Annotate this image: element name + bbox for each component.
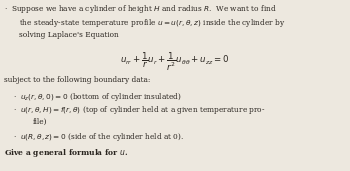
Text: ·  $u_z(r, \theta, 0) = 0$ (bottom of cylinder insulated): · $u_z(r, \theta, 0) = 0$ (bottom of cyl… [13, 91, 182, 103]
Text: Give a general formula for $u$.: Give a general formula for $u$. [4, 147, 128, 159]
Text: $u_{rr} + \dfrac{1}{r}u_r + \dfrac{1}{r^2}u_{\theta\theta} + u_{zz} = 0$: $u_{rr} + \dfrac{1}{r}u_r + \dfrac{1}{r^… [120, 51, 230, 73]
Text: ·  Suppose we have a cylinder of height $H$ and radius $R$.  We want to find: · Suppose we have a cylinder of height $… [4, 3, 277, 15]
Text: ·  $u(R, \theta, z) = 0$ (side of the cylinder held at 0).: · $u(R, \theta, z) = 0$ (side of the cyl… [13, 131, 184, 143]
Text: subject to the following boundary data:: subject to the following boundary data: [4, 76, 150, 84]
Text: solving Laplace's Equation: solving Laplace's Equation [19, 31, 119, 39]
Text: file): file) [33, 118, 48, 126]
Text: ·  $u(r, \theta, H) = f(r, \theta)$ (top of cylinder held at a given temperature: · $u(r, \theta, H) = f(r, \theta)$ (top … [13, 104, 266, 116]
Text: the steady-state temperature profile $u = u(r, \theta, z)$ inside the cylinder b: the steady-state temperature profile $u … [19, 17, 286, 29]
